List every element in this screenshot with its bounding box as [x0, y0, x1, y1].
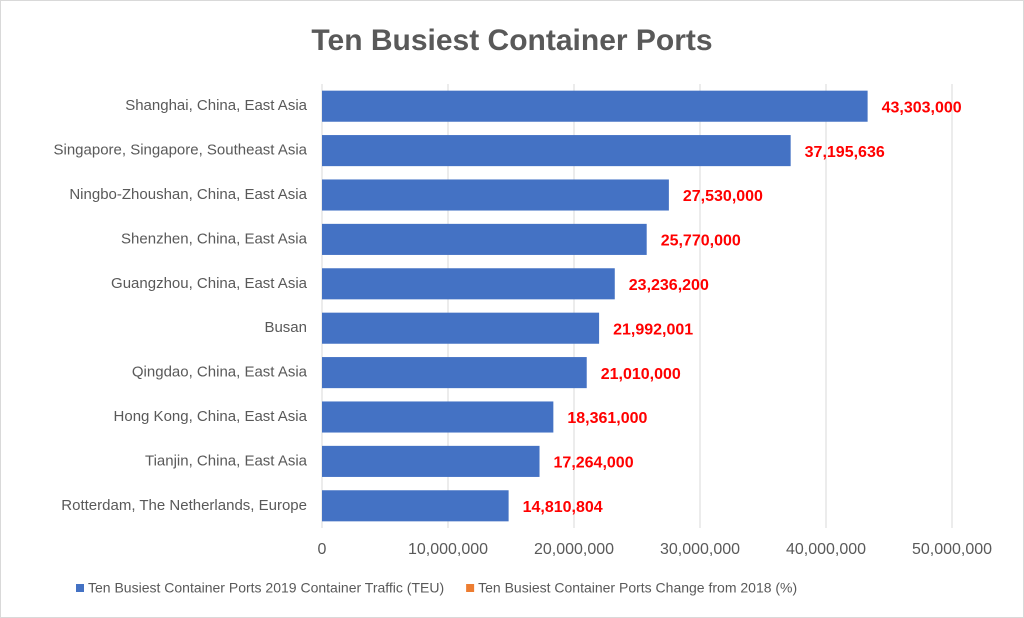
- y-tick-label: Rotterdam, The Netherlands, Europe: [61, 497, 307, 514]
- bar: [322, 268, 615, 300]
- legend-label: Ten Busiest Container Ports 2019 Contain…: [88, 580, 444, 596]
- x-tick-label: 40,000,000: [786, 541, 866, 558]
- legend-label: Ten Busiest Container Ports Change from …: [478, 580, 797, 596]
- y-tick-label: Guangzhou, China, East Asia: [111, 275, 308, 292]
- value-label: 21,992,001: [613, 321, 693, 338]
- x-tick-label: 20,000,000: [534, 541, 614, 558]
- legend-swatch: [76, 584, 84, 592]
- value-label: 37,195,636: [805, 144, 885, 161]
- value-label: 25,770,000: [661, 233, 741, 250]
- chart-title: Ten Busiest Container Ports: [311, 24, 712, 57]
- x-tick-label: 0: [318, 541, 327, 558]
- y-tick-label: Singapore, Singapore, Southeast Asia: [53, 142, 307, 159]
- y-tick-label: Busan: [264, 319, 307, 336]
- value-label: 43,303,000: [882, 99, 962, 116]
- value-label: 23,236,200: [629, 277, 709, 294]
- bar: [322, 179, 669, 211]
- y-tick-label: Tianjin, China, East Asia: [145, 452, 308, 469]
- bar: [322, 312, 600, 344]
- value-label: 21,010,000: [601, 366, 681, 383]
- x-tick-label: 10,000,000: [408, 541, 488, 558]
- value-label: 14,810,804: [523, 499, 603, 516]
- bar: [322, 90, 868, 122]
- bar: [322, 135, 791, 167]
- bar: [322, 401, 554, 433]
- bar: [322, 445, 540, 477]
- bar: [322, 223, 647, 255]
- value-label: 18,361,000: [567, 410, 647, 427]
- y-tick-label: Shanghai, China, East Asia: [125, 97, 307, 114]
- value-label: 17,264,000: [554, 455, 634, 472]
- y-tick-label: Qingdao, China, East Asia: [132, 364, 308, 381]
- bar: [322, 357, 587, 389]
- x-tick-label: 50,000,000: [912, 541, 992, 558]
- x-tick-label: 30,000,000: [660, 541, 740, 558]
- y-tick-label: Shenzhen, China, East Asia: [121, 230, 308, 247]
- legend-swatch: [466, 584, 475, 592]
- y-tick-label: Hong Kong, China, East Asia: [114, 408, 308, 425]
- y-tick-label: Ningbo-Zhoushan, China, East Asia: [69, 186, 307, 203]
- value-label: 27,530,000: [683, 188, 763, 205]
- bar: [322, 490, 509, 522]
